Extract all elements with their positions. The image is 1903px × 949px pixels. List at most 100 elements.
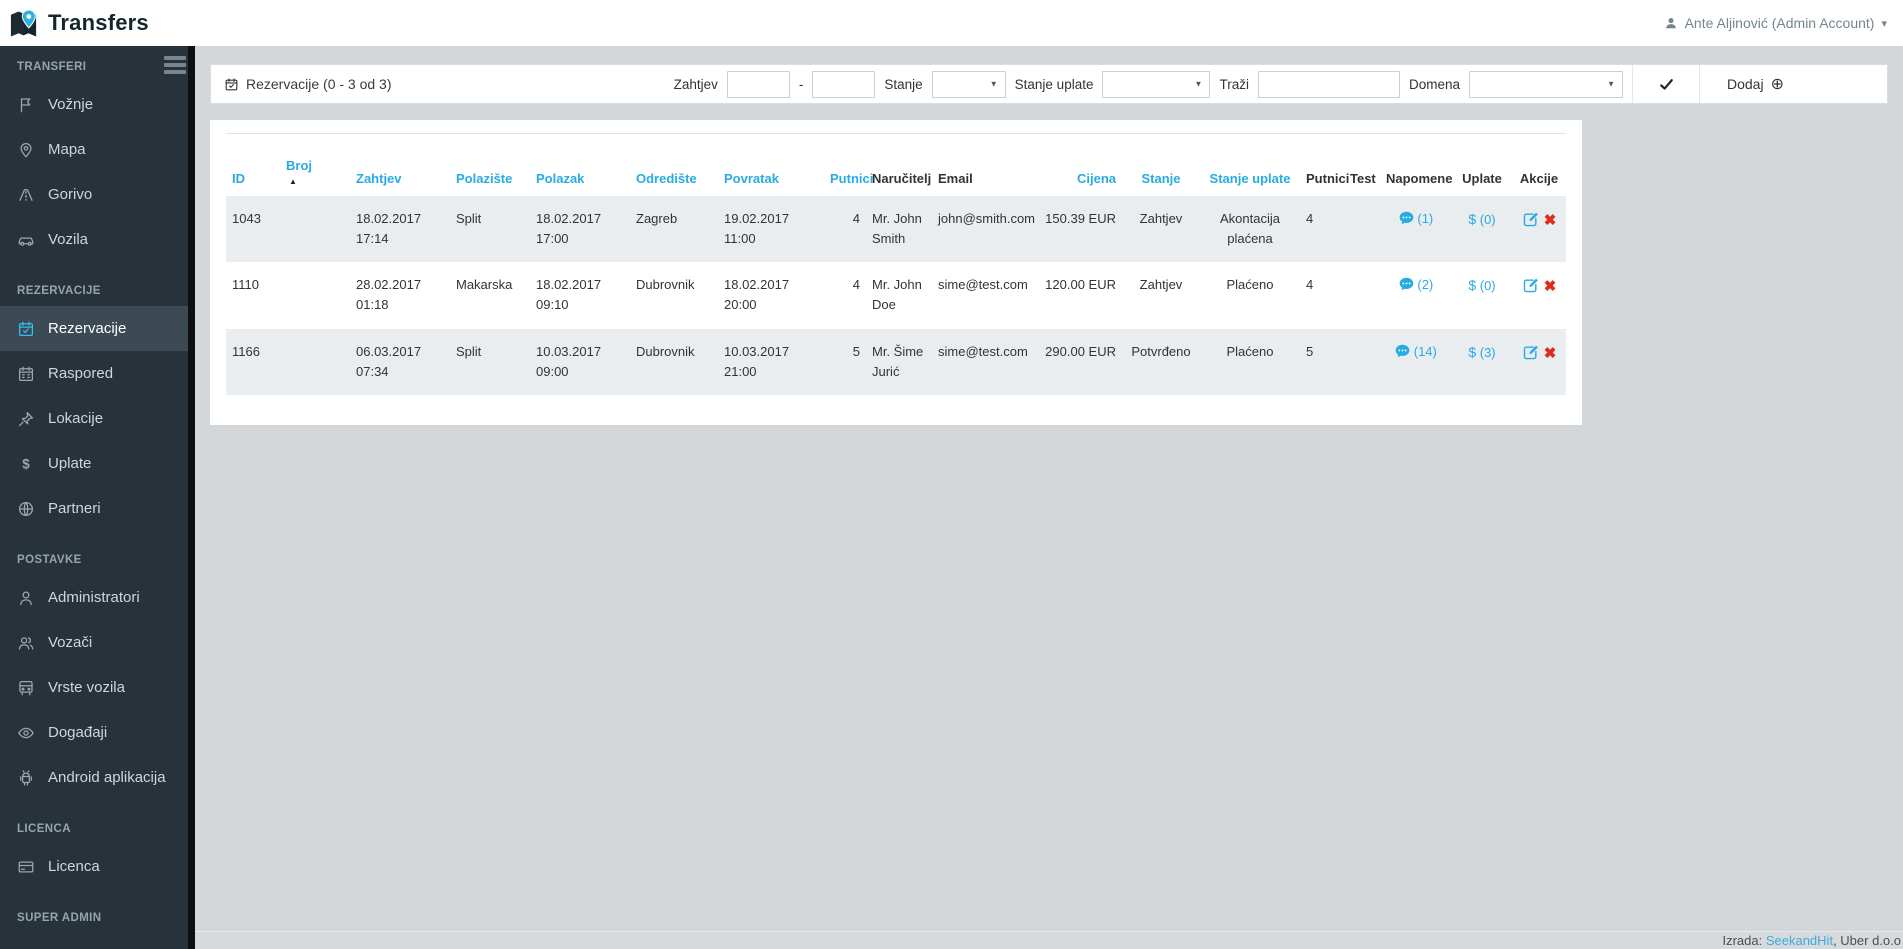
results-count-label: Rezervacije (0 - 3 od 3) [246,76,392,92]
napomene-link[interactable]: (14) [1395,344,1437,359]
comment-icon [1395,344,1410,364]
calendar-check-icon [224,77,239,92]
calendar-icon [17,365,35,383]
column-header-id[interactable]: ID [232,171,245,186]
calendar-check-icon [17,320,35,338]
sidebar-item-administratori[interactable]: Administratori [0,575,188,620]
cell-uplate: $ (3) [1452,328,1512,395]
sidebar-item-label: Partneri [48,500,101,517]
reservations-panel: ID Broj ▲ Zahtjev Polazište Polazak Odredište P… [210,120,1582,425]
cell-stanje_uplate: Akontacija plaćena [1200,196,1300,263]
sorted-column-header: Broj ▲ [286,158,344,186]
cell-email: sime@test.com [932,328,1038,395]
napomene-count: (2) [1413,277,1434,293]
cell-broj [280,196,350,263]
sidebar-scrollbar[interactable] [188,46,195,949]
stanje-uplate-select[interactable]: ▼ [1102,70,1211,98]
delete-button[interactable]: ✖ [1543,212,1557,229]
sidebar-item-uplate[interactable]: $ Uplate [0,441,188,486]
cell-povratak: 10.03.2017 21:00 [718,328,824,395]
add-reservation-button[interactable]: Dodaj ⊕ [1727,76,1784,93]
sidebar-item-vo-nje[interactable]: Vožnje [0,82,188,127]
sidebar-item-rezervacije[interactable]: Rezervacije [0,306,188,351]
column-header-stanje_uplate[interactable]: Stanje uplate [1209,171,1291,186]
sidebar-item-lokacije[interactable]: Lokacije [0,396,188,441]
sidebar-item-label: Gorivo [48,186,93,203]
column-header-broj[interactable]: Broj ▲ [280,134,350,197]
sidebar-item-gorivo[interactable]: Gorivo [0,172,188,217]
cell-odrediste: Zagreb [630,196,718,263]
edit-button[interactable] [1522,344,1539,367]
column-header-povratak[interactable]: Povratak [724,171,779,186]
uplate-link[interactable]: $ (3) [1468,344,1495,360]
edit-button[interactable] [1522,211,1539,234]
dollar-icon: $ [1468,211,1477,227]
dollar-icon: $ [1468,277,1477,294]
sidebar-item-label: Mapa [48,141,86,158]
sidebar-item-label: Licenca [48,858,100,875]
napomene-count: (1) [1413,211,1434,226]
uplate-link[interactable]: $ (0) [1468,211,1495,227]
user-menu[interactable]: Ante Aljinović (Admin Account) ▾ [1664,15,1887,31]
column-header-cijena[interactable]: Cijena [1076,171,1116,186]
sidebar-item-doga-aji[interactable]: Događaji [0,710,188,755]
delete-button[interactable]: ✖ [1543,278,1557,296]
cell-test [1344,328,1380,395]
reservations-table: ID Broj ▲ Zahtjev Polazište Polazak Odredište P… [226,133,1566,395]
check-icon [1658,77,1675,92]
delete-button[interactable]: ✖ [1543,344,1557,362]
cell-cijena: 120.00 EUR [1045,277,1116,293]
column-header-polazak[interactable]: Polazak [536,171,585,186]
sidebar-item-android-aplikacija[interactable]: Android aplikacija [0,755,188,800]
domena-select[interactable]: ▼ [1469,70,1623,98]
zahtjev-filter-label: Zahtjev [673,76,718,92]
cell-email: sime@test.com [938,277,1028,293]
sidebar-item-voza-i[interactable]: Vozači [0,620,188,665]
cell-narucitelj: Mr. Šime Jurić [866,328,932,395]
cell-odrediste: Dubrovnik [636,277,695,293]
footer-company-label: , Uber d.o.o [1833,933,1901,948]
column-header-napomene: Napomene [1386,171,1453,186]
cell-stanje: Potvrđeno [1122,328,1200,395]
search-input[interactable] [1257,70,1400,98]
cell-polazak: 18.02.2017 17:00 [530,196,630,263]
app-logo[interactable]: Transfers [8,8,149,39]
column-header-odrediste[interactable]: Odredište [636,171,697,186]
sidebar-item-label: Rezervacije [48,320,127,337]
column-header-stanje[interactable]: Stanje [1141,171,1181,186]
sidebar-item-label: Administratori [48,589,140,606]
cell-narucitelj: Mr. John Smith [866,196,932,263]
cell-uplate: $ (0) [1452,196,1512,263]
svg-text:$: $ [22,456,30,471]
cell-cijena: 150.39 EUR [1038,196,1122,263]
cell-email: john@smith.com [932,196,1038,263]
user-icon [1664,16,1678,30]
uplate-link[interactable]: $ (0) [1468,277,1495,294]
cell-polaziste: Makarska [456,277,513,293]
cell-napomene: (1) [1380,196,1452,263]
sidebar-item-vozila[interactable]: Vozila [0,217,188,262]
sidebar-item-label: Uplate [48,455,92,472]
sidebar-item-licenca[interactable]: Licenca [0,844,188,889]
column-header-putnici[interactable]: Putnici [830,171,874,186]
cell-putnici2: 4 [1306,277,1314,293]
car-icon [17,231,35,249]
napomene-link[interactable]: (1) [1399,211,1434,226]
sidebar-item-partneri[interactable]: Partneri [0,486,188,531]
zahtjev-from-input[interactable] [726,70,790,98]
sidebar-item-label: Događaji [48,724,108,741]
sidebar-toggle-hamburger-icon[interactable] [164,56,186,77]
column-header-zahtjev[interactable]: Zahtjev [356,171,402,186]
zahtjev-to-input[interactable] [812,70,876,98]
sidebar-item-vrste-vozila[interactable]: Vrste vozila [0,665,188,710]
column-header-polaziste[interactable]: Polazište [456,171,513,186]
stanje-select[interactable]: ▼ [931,70,1006,98]
footer-seekandhit-link[interactable]: SeekandHit [1765,933,1834,948]
eye-icon [17,724,35,742]
edit-button[interactable] [1522,277,1539,300]
napomene-link[interactable]: (2) [1399,277,1434,293]
sidebar-item-label: Android aplikacija [48,769,166,786]
sidebar-item-raspored[interactable]: Raspored [0,351,188,396]
apply-filter-button[interactable] [1642,65,1690,103]
sidebar-item-mapa[interactable]: Mapa [0,127,188,172]
